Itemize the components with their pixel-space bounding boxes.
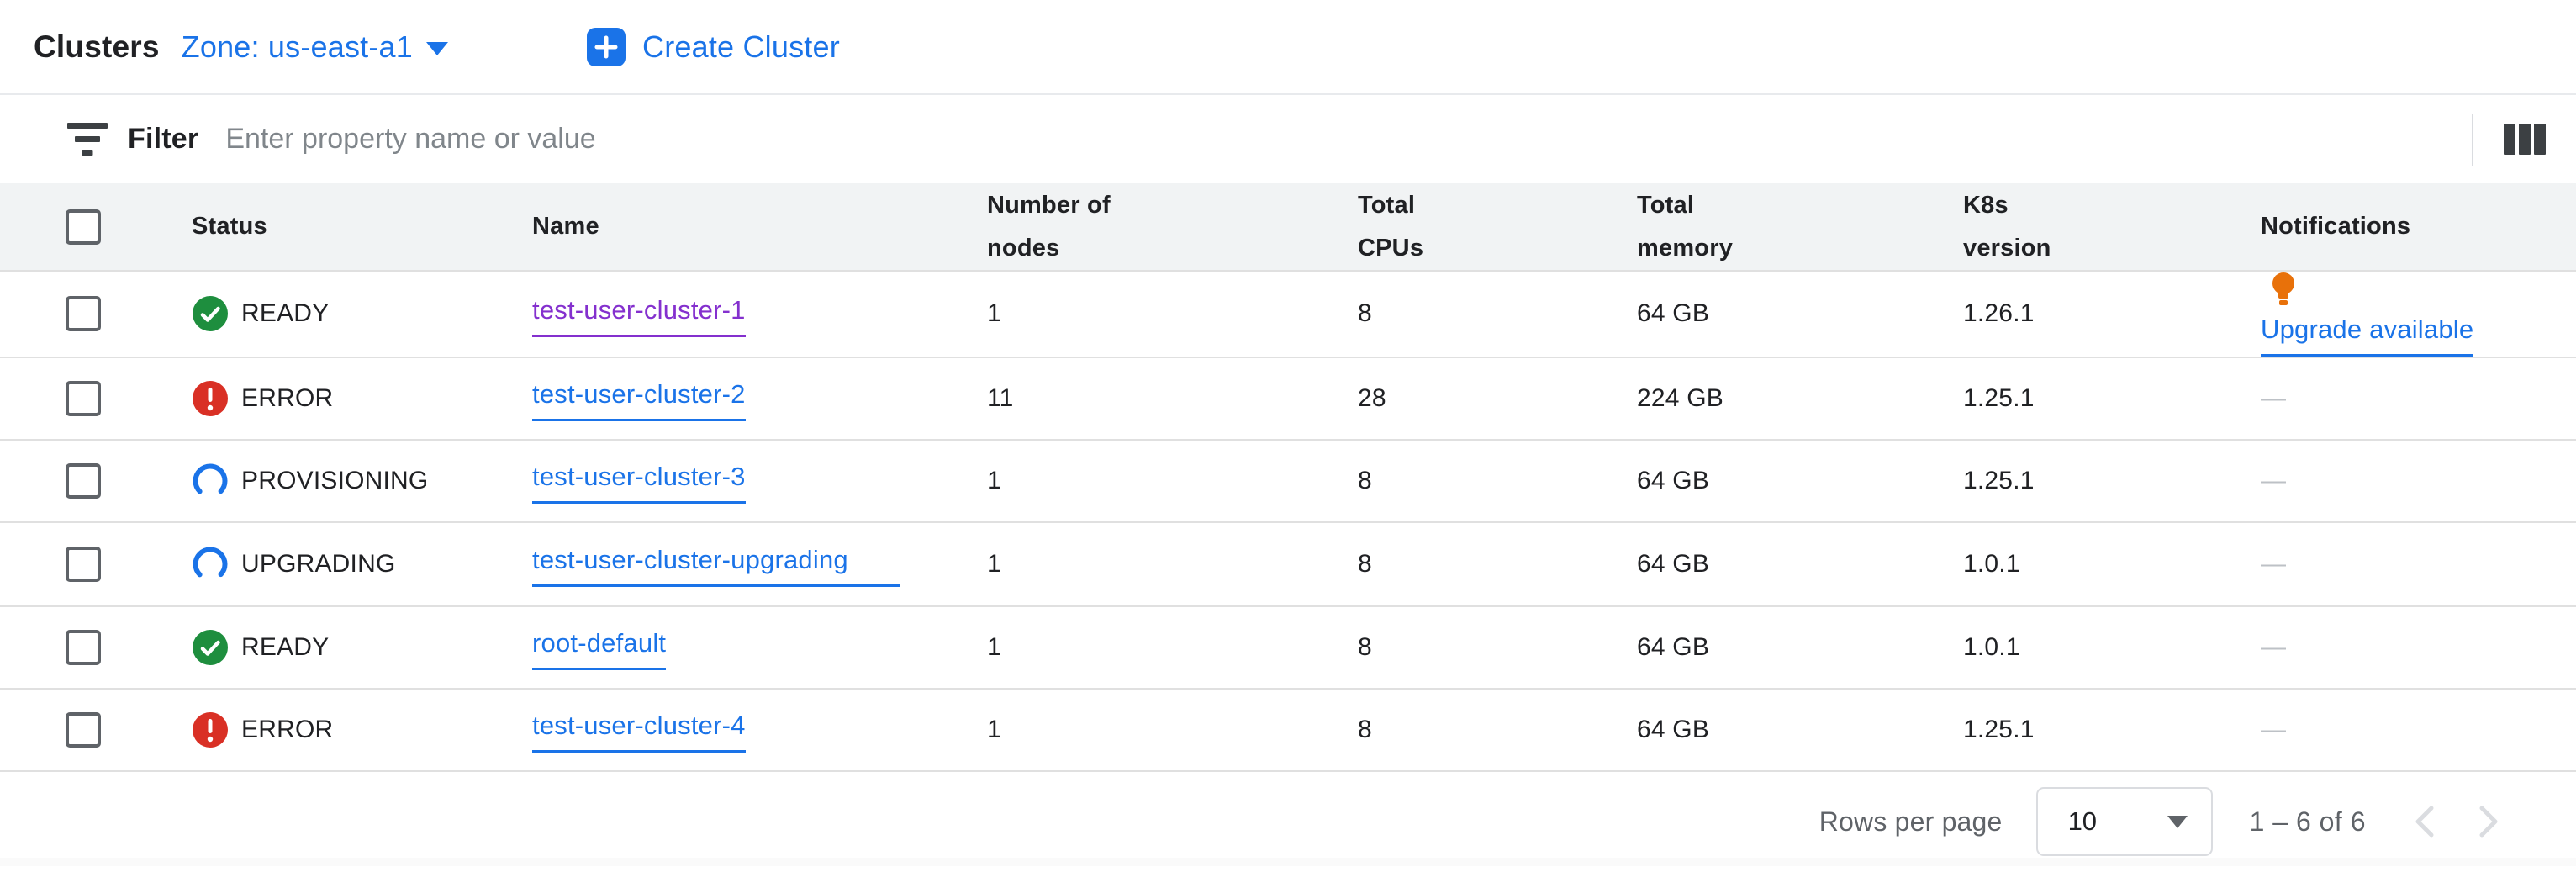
filter-icon [67, 122, 108, 156]
no-notification-dash: — [2261, 466, 2287, 494]
cluster-name-link[interactable]: root-default [532, 624, 667, 670]
cpus-value: 28 [1358, 383, 1386, 412]
row-checkbox[interactable] [66, 546, 101, 582]
k8s-version-value: 1.25.1 [1963, 383, 2035, 412]
ready-icon [193, 629, 228, 665]
cluster-name-link[interactable]: test-user-cluster-2 [532, 375, 746, 421]
bottom-edge [0, 858, 2576, 866]
memory-value: 64 GB [1637, 549, 1710, 578]
table-row: ERROR test-user-cluster-4 1 8 64 GB 1.25… [0, 688, 2576, 771]
cpus-value: 8 [1358, 715, 1372, 743]
table-row: PROVISIONING test-user-cluster-3 1 8 64 … [0, 439, 2576, 522]
column-header-cpus: Total CPUs [1358, 191, 1424, 262]
column-header-memory: Total memory [1637, 191, 1734, 262]
status-label: ERROR [241, 715, 334, 743]
k8s-version-value: 1.0.1 [1963, 632, 2020, 661]
cluster-name-link[interactable]: test-user-cluster-3 [532, 457, 746, 504]
memory-value: 64 GB [1637, 632, 1710, 661]
title-bar: Clusters Zone: us-east-a1 Create Cluster [0, 0, 2576, 95]
chevron-down-icon [2167, 815, 2188, 828]
progress-spinner-icon [193, 547, 228, 581]
row-checkbox[interactable] [66, 462, 101, 499]
chevron-left-icon [2415, 806, 2434, 838]
row-checkbox[interactable] [66, 380, 101, 416]
upgrade-available-link[interactable]: Upgrade available [2261, 310, 2474, 357]
cpus-value: 8 [1358, 549, 1372, 578]
table-header-row: Status Name Number of nodes Total CPUs T… [0, 183, 2576, 271]
progress-spinner-icon [193, 463, 228, 498]
nodes-value: 1 [987, 299, 1001, 328]
table-row: UPGRADING test-user-cluster-upgrading 1 … [0, 521, 2576, 606]
no-notification-dash: — [2261, 383, 2287, 412]
chevron-right-icon [2479, 806, 2498, 838]
status-label: READY [241, 299, 330, 328]
nodes-value: 1 [987, 715, 1001, 743]
cluster-name-link[interactable]: test-user-cluster-1 [532, 291, 746, 337]
cpus-value: 8 [1358, 632, 1372, 661]
no-notification-dash: — [2261, 632, 2287, 661]
column-header-notifications: Notifications [2261, 213, 2411, 240]
k8s-version-value: 1.0.1 [1963, 549, 2020, 578]
filter-input[interactable] [225, 123, 2472, 156]
row-checkbox[interactable] [66, 711, 101, 748]
rows-per-page-select[interactable]: 10 [2035, 787, 2213, 856]
column-header-name: Name [532, 213, 599, 240]
chevron-down-icon [426, 41, 449, 55]
cpus-value: 8 [1358, 299, 1372, 328]
columns-icon [2504, 124, 2546, 155]
filter-label: Filter [128, 123, 199, 155]
rows-per-page-value: 10 [2067, 806, 2098, 836]
nodes-value: 1 [987, 549, 1001, 578]
plus-icon [587, 27, 626, 66]
page-title: Clusters [34, 29, 160, 64]
column-display-button[interactable] [2495, 124, 2554, 155]
select-all-checkbox[interactable] [66, 209, 101, 245]
rows-per-page-label: Rows per page [1819, 806, 2003, 837]
column-header-nodes: Number of nodes [987, 191, 1111, 262]
divider [2472, 113, 2473, 166]
clusters-table: Status Name Number of nodes Total CPUs T… [0, 183, 2576, 772]
error-icon [193, 711, 228, 748]
status-label: ERROR [241, 383, 334, 412]
zone-selector[interactable]: Zone: us-east-a1 [181, 29, 449, 65]
cluster-name-link[interactable]: test-user-cluster-4 [532, 706, 746, 753]
status-label: READY [241, 632, 330, 661]
ready-icon [193, 296, 228, 332]
next-page-button[interactable] [2457, 805, 2522, 838]
memory-value: 64 GB [1637, 299, 1710, 328]
table-row: READY root-default 1 8 64 GB 1.0.1 — [0, 605, 2576, 689]
no-notification-dash: — [2261, 549, 2287, 578]
no-notification-dash: — [2261, 715, 2287, 743]
cluster-name-link[interactable]: test-user-cluster-upgrading [532, 541, 900, 587]
create-cluster-label: Create Cluster [642, 29, 840, 64]
previous-page-button[interactable] [2391, 805, 2457, 838]
zone-label[interactable]: Zone: us-east-a1 [181, 29, 414, 64]
memory-value: 224 GB [1637, 383, 1723, 412]
memory-value: 64 GB [1637, 466, 1710, 494]
row-checkbox[interactable] [66, 296, 101, 332]
create-cluster-button[interactable]: Create Cluster [587, 27, 840, 66]
row-checkbox[interactable] [66, 629, 101, 665]
status-label: PROVISIONING [241, 466, 429, 494]
k8s-version-value: 1.26.1 [1963, 299, 2035, 328]
nodes-value: 1 [987, 466, 1001, 494]
column-header-k8s: K8s version [1963, 191, 2051, 262]
filter-bar: Filter [0, 95, 2576, 183]
nodes-value: 11 [987, 383, 1014, 412]
error-icon [193, 380, 228, 416]
nodes-value: 1 [987, 632, 1001, 661]
cpus-value: 8 [1358, 466, 1372, 494]
lightbulb-icon [2272, 272, 2294, 305]
page-range-label: 1 – 6 of 6 [2249, 806, 2366, 837]
pagination-bar: Rows per page 10 1 – 6 of 6 [0, 772, 2576, 872]
table-row: READY test-user-cluster-1 1 8 64 GB 1.26… [0, 271, 2576, 357]
status-label: UPGRADING [241, 549, 396, 578]
k8s-version-value: 1.25.1 [1963, 466, 2035, 494]
k8s-version-value: 1.25.1 [1963, 715, 2035, 743]
memory-value: 64 GB [1637, 715, 1710, 743]
column-header-status: Status [192, 213, 267, 240]
table-row: ERROR test-user-cluster-2 11 28 224 GB 1… [0, 357, 2576, 440]
